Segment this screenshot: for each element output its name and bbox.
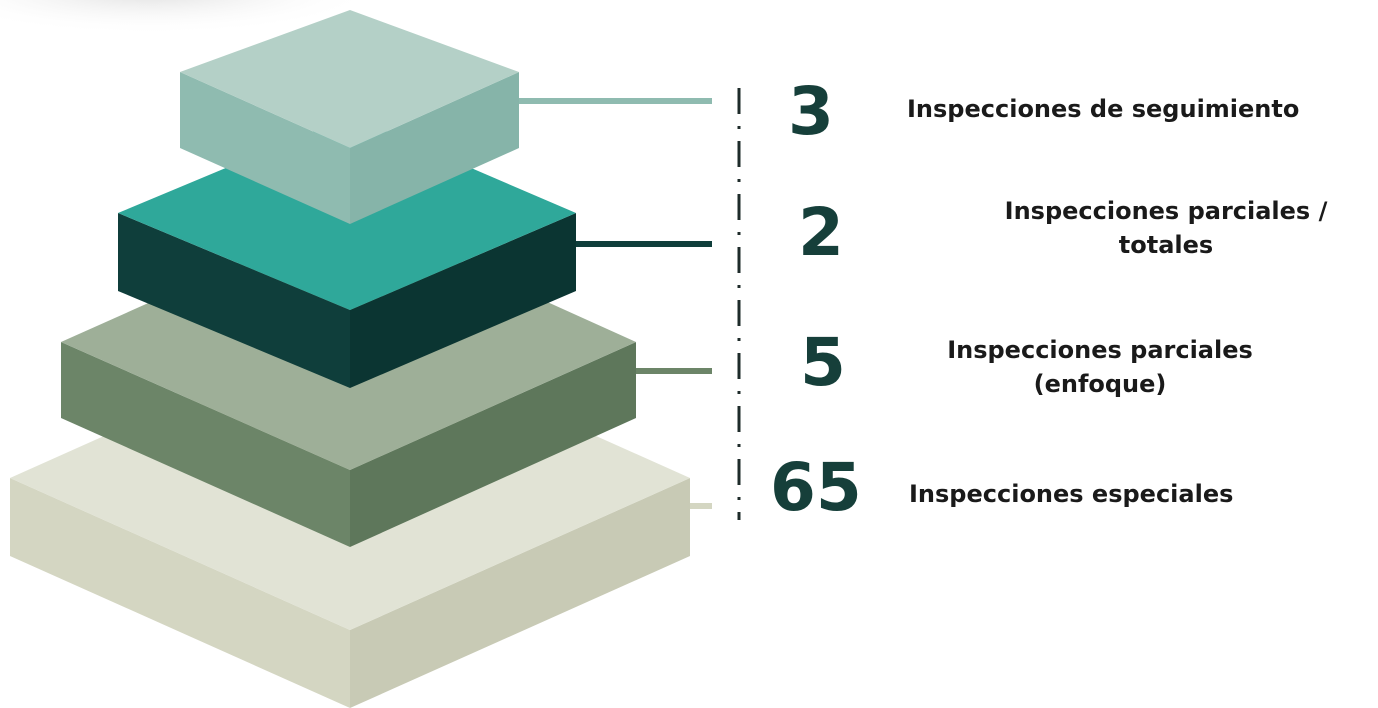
tier-parciales-enfoque-label: Inspecciones parciales (enfoque) xyxy=(917,333,1283,401)
tier-parciales-enfoque-label-line-2: (enfoque) xyxy=(1033,370,1167,398)
tier-parciales-enfoque-label-line-1: Inspecciones parciales xyxy=(947,336,1253,364)
tier-seguimiento-label-line-1: Inspecciones de seguimiento xyxy=(907,95,1300,123)
tier-especiales-left-face xyxy=(10,478,350,708)
tier-parciales-totales-count: 2 xyxy=(798,194,844,271)
tier-especiales-count: 65 xyxy=(770,449,862,526)
tier-parciales-enfoque-right-face xyxy=(350,342,636,547)
corner-shadow xyxy=(0,0,375,35)
tier-seguimiento-left-face xyxy=(180,72,350,224)
tier-seguimiento-count: 3 xyxy=(788,73,834,150)
tier-seguimiento-slab xyxy=(180,10,519,224)
tier-seguimiento-label: Inspecciones de seguimiento xyxy=(907,92,1299,126)
tier-parciales-totales-left-face xyxy=(118,213,350,388)
tier-seguimiento-top-face xyxy=(180,10,519,148)
tier-parciales-enfoque-count: 5 xyxy=(800,324,846,401)
tier-especiales-label: Inspecciones especiales xyxy=(909,477,1233,511)
tier-parciales-totales-right-face xyxy=(350,213,576,388)
tier-parciales-enfoque-left-face xyxy=(61,342,350,547)
tier-especiales-right-face xyxy=(350,478,690,708)
tier-parciales-totales-label: Inspecciones parciales / totales xyxy=(968,194,1364,262)
tier-parciales-totales-label-line-1: Inspecciones parciales / xyxy=(1004,197,1328,225)
tier-especiales-label-line-1: Inspecciones especiales xyxy=(909,480,1234,508)
tier-parciales-totales-label-line-2: totales xyxy=(1118,231,1214,259)
tier-seguimiento-right-face xyxy=(350,72,519,224)
